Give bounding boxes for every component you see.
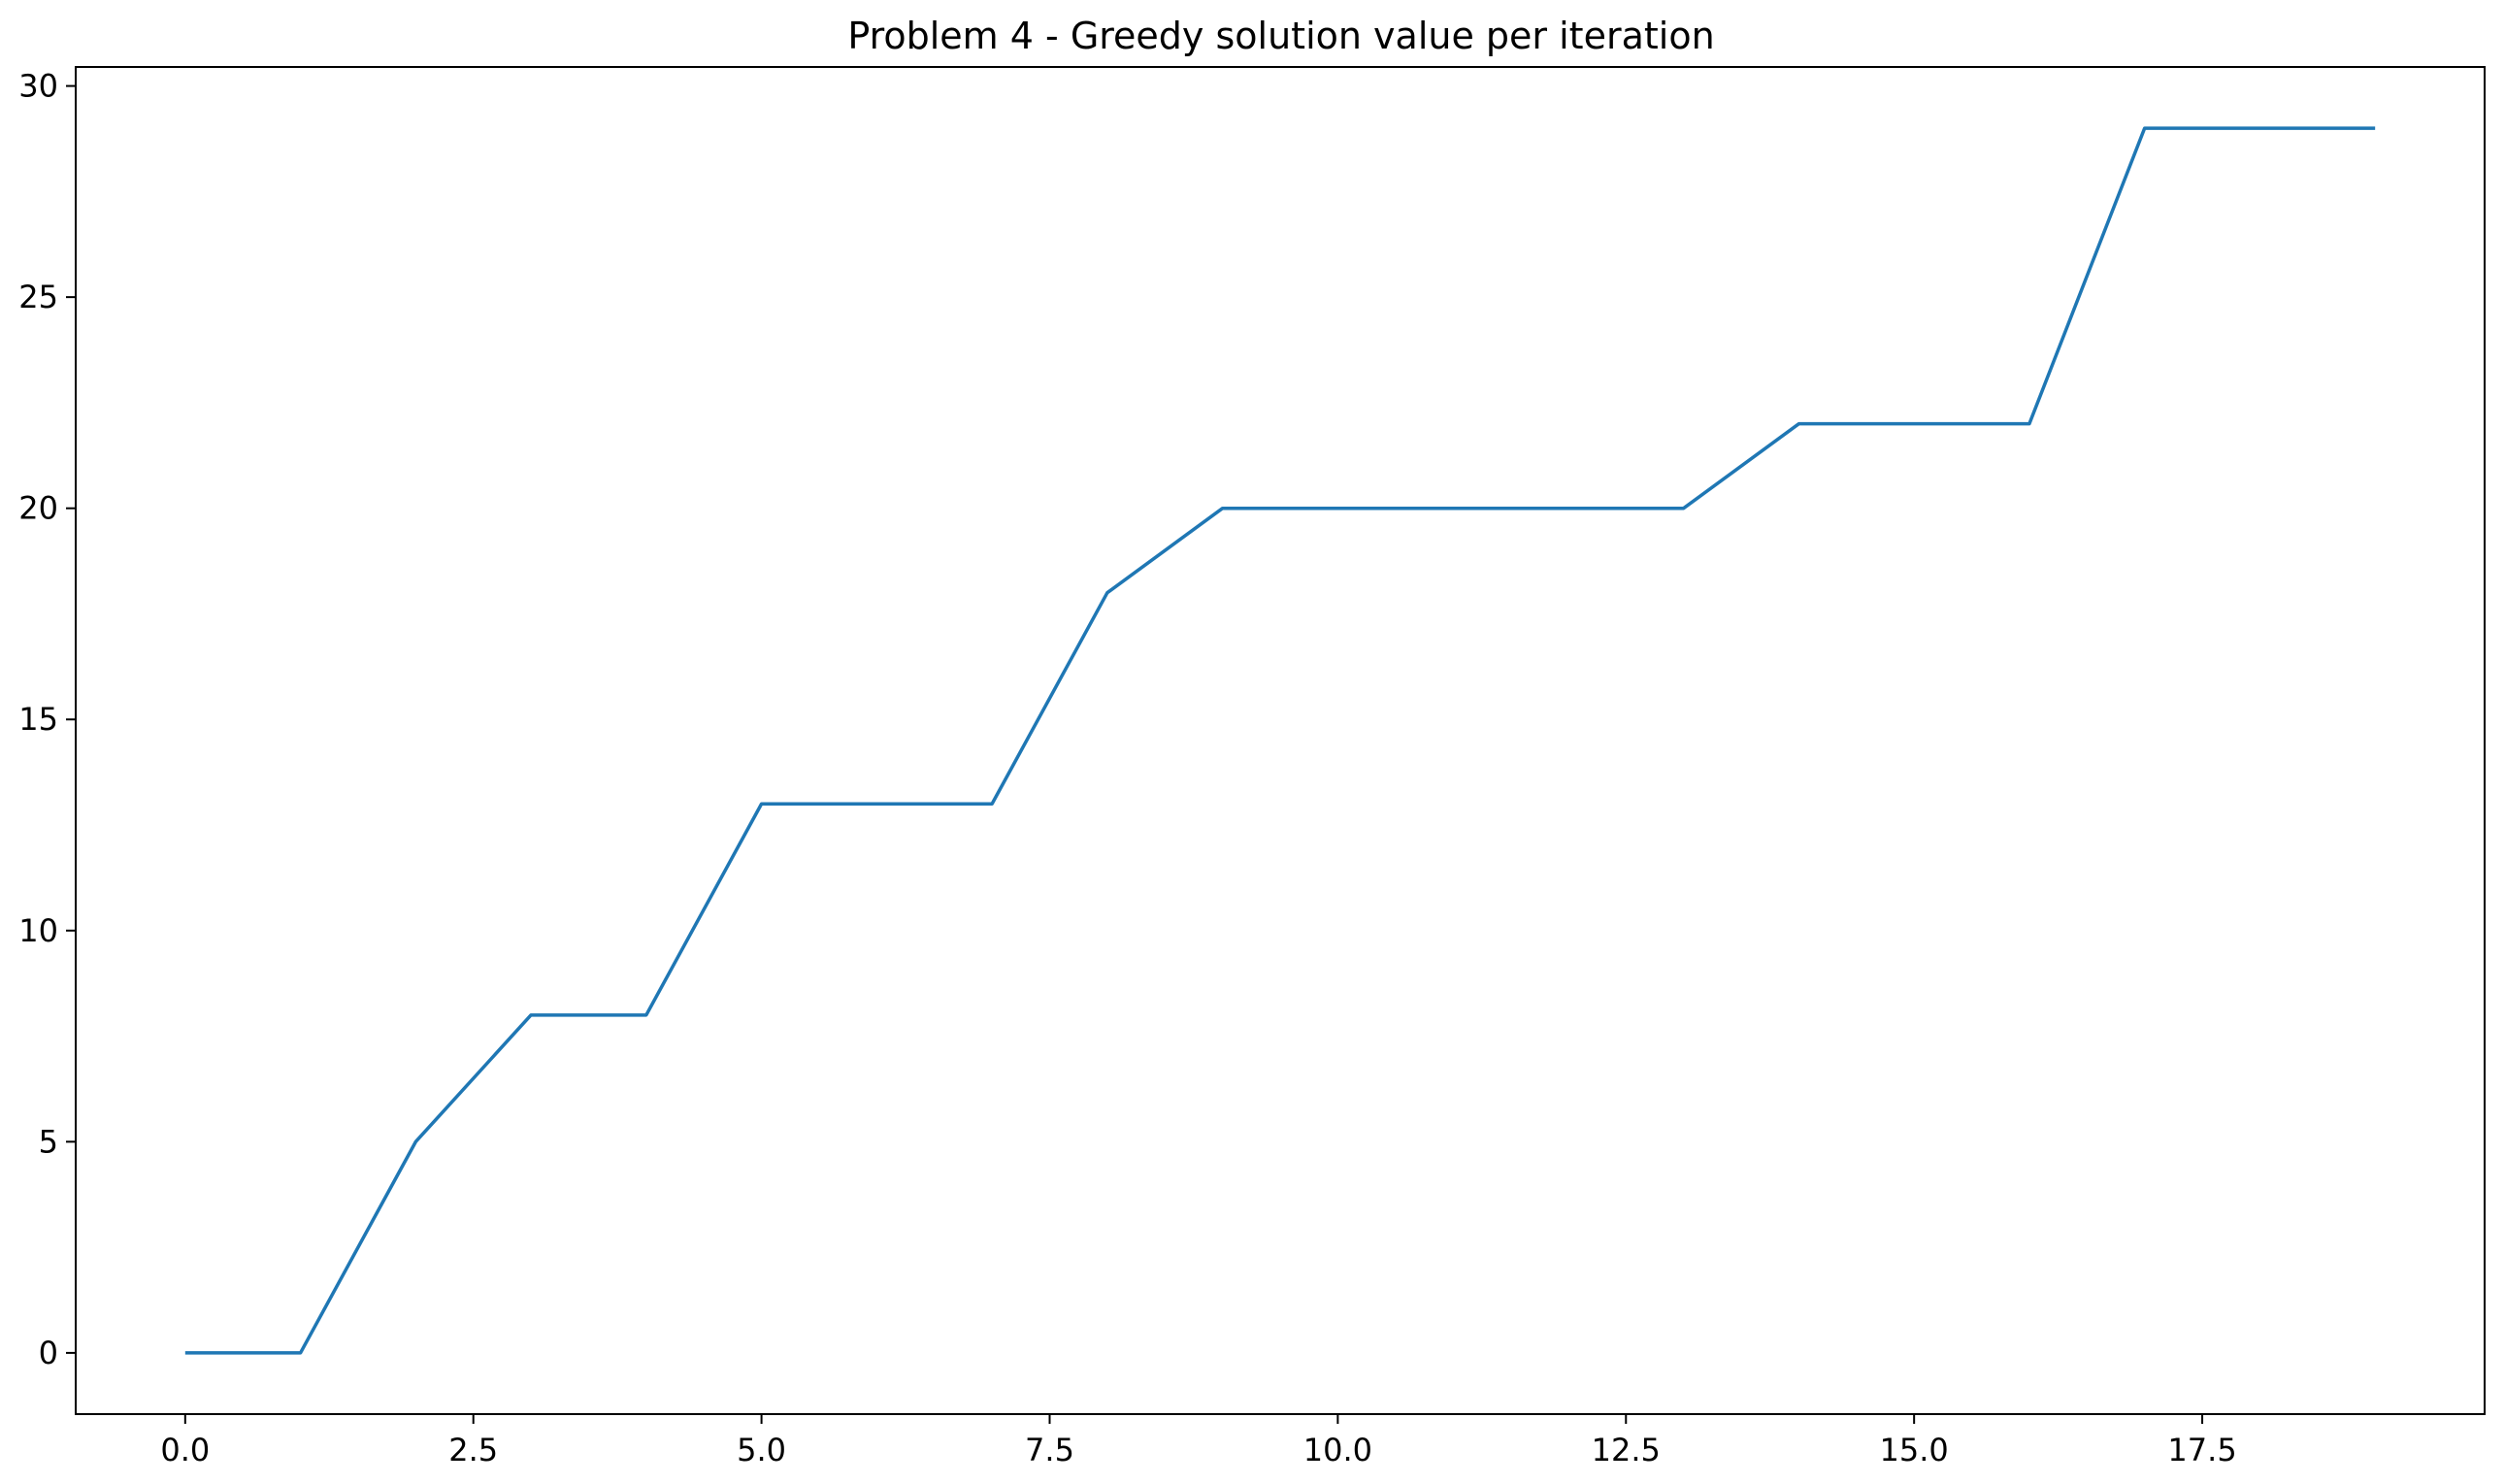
y-tick-label: 0 [39,1335,58,1371]
x-tick-label: 12.5 [1592,1432,1661,1468]
x-tick-label: 5.0 [737,1432,786,1468]
x-tick-label: 10.0 [1303,1432,1372,1468]
x-tick-label: 2.5 [448,1432,498,1468]
series-line-0 [184,126,2376,1355]
y-tick-label: 10 [18,912,58,949]
y-tick-label: 30 [18,68,58,105]
series-layer [184,126,2376,1355]
chart-title: Problem 4 - Greedy solution value per it… [847,15,1714,57]
y-tick-label: 15 [18,701,58,738]
y-tick-label: 5 [39,1123,58,1160]
y-axis: 0 5 10 15 20 25 30 [18,68,76,1371]
y-tick-label: 25 [18,279,58,315]
y-tick-label: 20 [18,490,58,527]
x-tick-label: 15.0 [1880,1432,1949,1468]
x-axis: 0.0 2.5 5.0 7.5 10.0 12.5 15.0 17.5 [160,1414,2237,1468]
x-tick-label: 0.0 [160,1432,210,1468]
x-tick-label: 7.5 [1025,1432,1074,1468]
plot-area-frame [75,66,2486,1415]
x-tick-label: 17.5 [2167,1432,2236,1468]
